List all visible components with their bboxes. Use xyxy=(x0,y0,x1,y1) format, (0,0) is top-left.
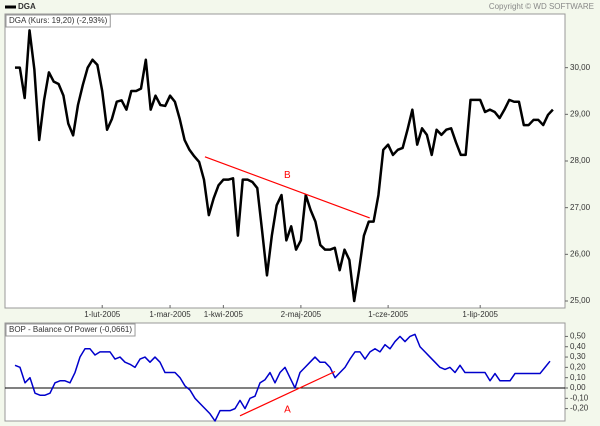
x-tick-label: 1-cze-2005 xyxy=(368,310,409,319)
panel-label: BOP - Balance Of Power (-0,0661) xyxy=(9,325,132,334)
y-tick-label: 25,00 xyxy=(570,296,591,305)
y-tick-label: 0,30 xyxy=(570,352,586,361)
y-tick-label: -0,10 xyxy=(570,393,589,402)
y-tick-label: 0,50 xyxy=(570,332,586,341)
y-tick-label: 27,00 xyxy=(570,203,591,212)
y-tick-label: 0,40 xyxy=(570,342,586,351)
x-tick-label: 1-kwi-2005 xyxy=(204,310,244,319)
price-line xyxy=(14,333,551,422)
panel-label-box xyxy=(5,14,111,28)
legend-label: DGA xyxy=(18,2,36,11)
y-tick-label: 30,00 xyxy=(570,63,591,72)
price-line xyxy=(14,29,554,303)
y-tick-label: 0,00 xyxy=(570,383,586,392)
trend-label: A xyxy=(284,404,291,415)
panel-label: DGA (Kurs: 19,20) (-2,93%) xyxy=(9,16,108,25)
panel-label-box xyxy=(5,323,136,337)
x-tick-label: 2-maj-2005 xyxy=(281,310,322,319)
y-tick-label: 0,10 xyxy=(570,373,586,382)
y-tick-label: -0,20 xyxy=(570,404,589,413)
y-tick-label: 29,00 xyxy=(570,109,591,118)
x-tick-label: 1-mar-2005 xyxy=(149,310,191,319)
x-tick-label: 1-lut-2005 xyxy=(84,310,121,319)
trend-label: B xyxy=(284,170,291,181)
plot-area xyxy=(4,13,566,309)
y-tick-label: 0,20 xyxy=(570,362,586,371)
x-tick-label: 1-lip-2005 xyxy=(462,310,498,319)
trend-line xyxy=(204,156,370,219)
y-tick-label: 26,00 xyxy=(570,249,591,258)
copyright: Copyright © WD SOFTWARE xyxy=(489,2,594,11)
trend-line xyxy=(239,370,336,417)
y-tick-label: 28,00 xyxy=(570,156,591,165)
